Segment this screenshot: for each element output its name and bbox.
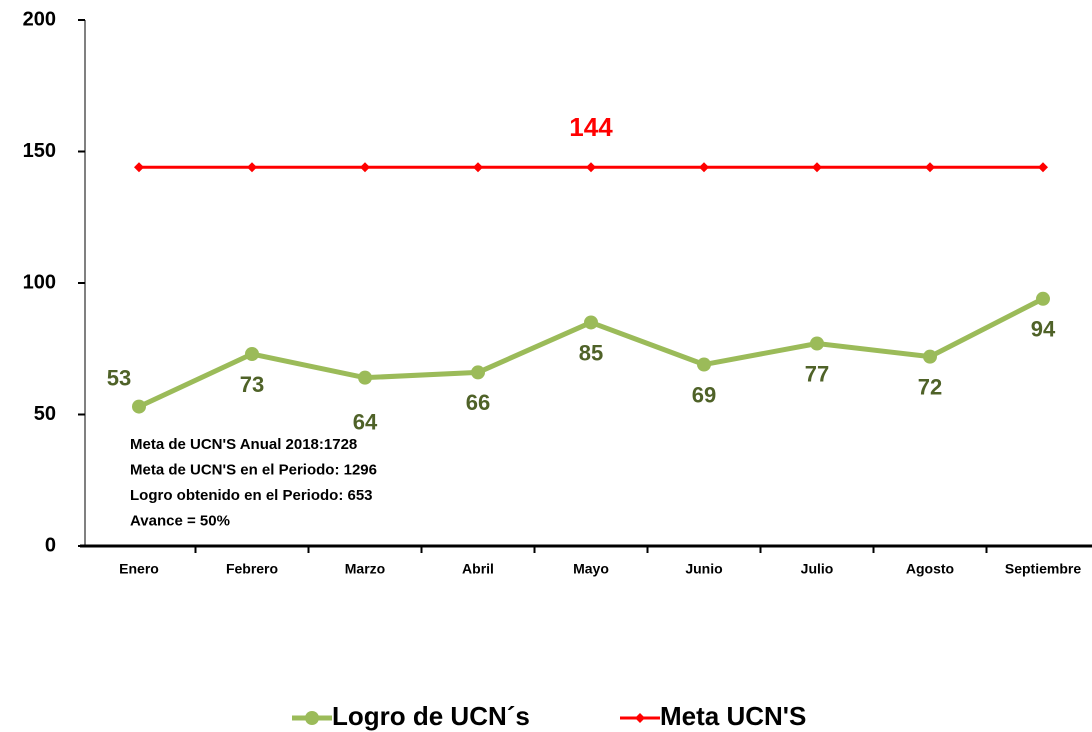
x-tick-label: Febrero: [226, 561, 278, 577]
x-tick-label: Agosto: [906, 561, 954, 577]
x-tick-label: Abril: [462, 561, 494, 577]
data-label: 64: [353, 409, 378, 434]
point: [360, 162, 370, 173]
point: [1036, 291, 1050, 306]
data-label: 66: [466, 390, 490, 415]
annotation: Avance = 50%: [130, 512, 230, 529]
y-tick-label: 150: [23, 140, 56, 162]
x-tick-label: Junio: [685, 561, 722, 577]
point: [473, 162, 483, 173]
x-tick-label: Mayo: [573, 561, 609, 577]
x-tick-label: Julio: [801, 561, 834, 577]
point: [697, 357, 711, 372]
data-label: 69: [692, 382, 716, 407]
point: [1038, 162, 1048, 173]
legend-label: Meta UCN'S: [660, 701, 806, 731]
annotation: Logro obtenido en el Periodo: 653: [130, 487, 373, 504]
y-tick-label: 50: [34, 403, 56, 425]
point: [247, 162, 257, 173]
point: [132, 399, 146, 414]
data-label: 94: [1031, 317, 1056, 342]
point: [584, 315, 598, 330]
point: [925, 162, 935, 173]
data-label: 53: [107, 365, 131, 390]
data-label: 85: [579, 340, 603, 365]
y-tick-label: 100: [23, 271, 56, 293]
y-tick-label: 0: [45, 534, 56, 556]
data-label: 72: [918, 374, 942, 399]
legend-marker: [635, 713, 645, 723]
point: [923, 349, 937, 364]
point: [471, 365, 485, 380]
point: [810, 336, 824, 351]
data-label: 144: [569, 112, 613, 142]
annotation: Meta de UCN'S en el Periodo: 1296: [130, 461, 377, 478]
x-tick-label: Marzo: [345, 561, 385, 577]
annotation: Meta de UCN'S Anual 2018:1728: [130, 436, 357, 453]
data-label: 73: [240, 372, 264, 397]
legend-marker: [305, 711, 319, 725]
legend-label: Logro de UCN´s: [332, 701, 530, 731]
y-tick-label: 200: [23, 8, 56, 30]
point: [358, 370, 372, 385]
x-tick-label: Septiembre: [1005, 561, 1081, 577]
point: [586, 162, 596, 173]
point: [245, 347, 259, 362]
point: [699, 162, 709, 173]
point: [134, 162, 144, 173]
x-tick-label: Enero: [119, 561, 159, 577]
data-label: 77: [805, 361, 829, 386]
point: [812, 162, 822, 173]
